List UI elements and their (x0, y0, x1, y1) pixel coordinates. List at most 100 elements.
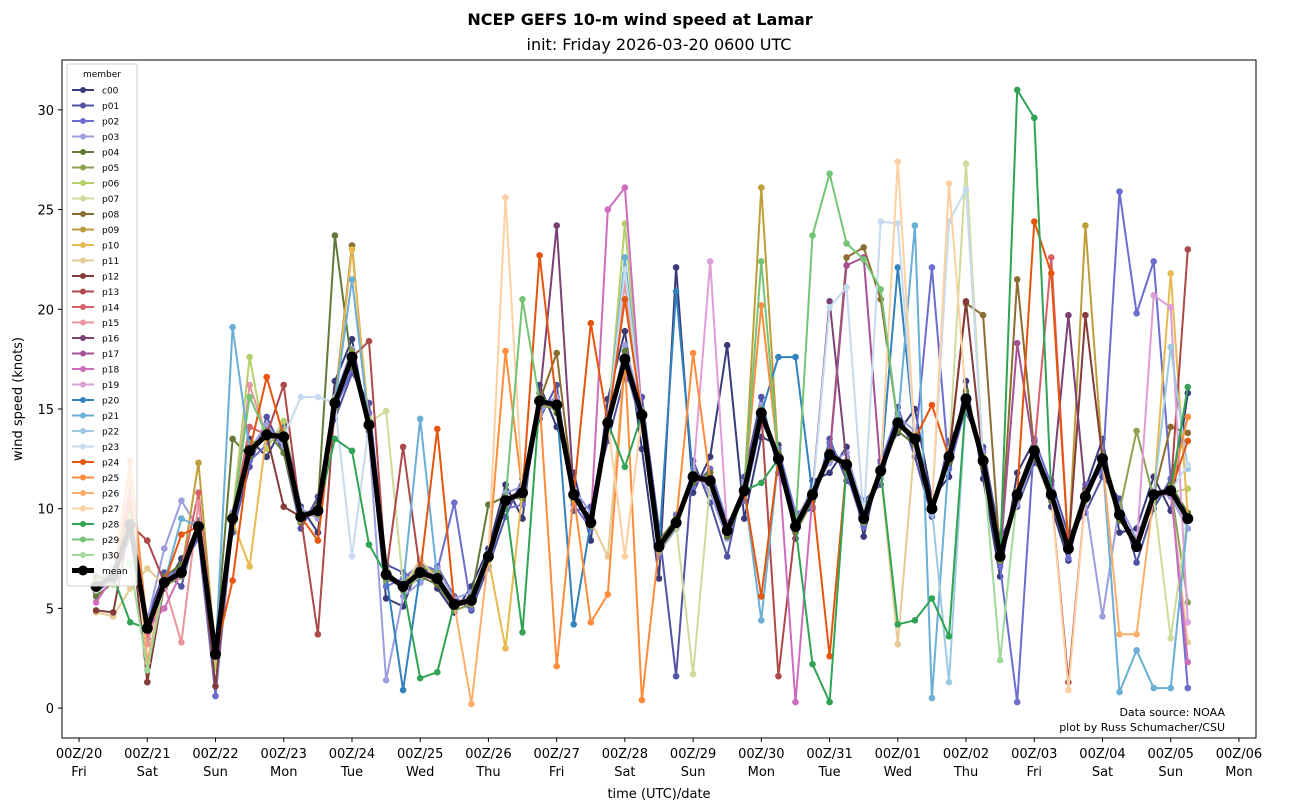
data-point-mean (704, 475, 716, 487)
data-point-p26 (1133, 631, 1140, 638)
data-point-mean (909, 433, 921, 445)
data-point-p10 (502, 645, 509, 652)
legend-item-p21: p21 (72, 412, 119, 422)
legend-marker-p23 (80, 443, 86, 450)
legend-label-p24: p24 (102, 459, 119, 469)
data-point-p05 (1133, 427, 1140, 435)
x-tick-day-label: Sun (681, 765, 706, 780)
data-point-p04 (92, 593, 100, 600)
data-point-p09 (1082, 222, 1089, 229)
legend-label-p10: p10 (102, 242, 119, 252)
legend-marker-p30 (80, 552, 86, 558)
legend-label-p26: p26 (102, 490, 119, 500)
data-point-p27 (894, 158, 902, 165)
legend-label-p03: p03 (102, 133, 119, 143)
data-point-p12 (962, 298, 970, 305)
data-point-p25 (689, 349, 697, 357)
data-point-mean (534, 395, 546, 407)
data-point-p27 (945, 180, 953, 187)
data-point-p29 (860, 256, 867, 263)
legend-item-p16: p16 (72, 335, 119, 345)
data-point-p28 (1031, 114, 1038, 122)
legend-label-p07: p07 (102, 195, 119, 205)
legend-marker-p17 (80, 350, 86, 357)
data-point-p03 (263, 421, 271, 429)
data-point-p17 (843, 262, 850, 269)
legend-label-p12: p12 (102, 273, 119, 283)
data-point-mean (1114, 509, 1125, 521)
x-tick-day-label: Fri (549, 765, 565, 780)
data-point-p23 (1184, 461, 1192, 469)
data-point-p20 (792, 353, 799, 361)
data-point-p30 (144, 666, 151, 674)
x-tick-label: 00Z/01 (875, 747, 921, 762)
data-point-p24 (928, 401, 936, 409)
data-point-mean (994, 551, 1006, 562)
data-point-c00 (348, 335, 356, 343)
data-point-c00 (741, 515, 748, 522)
data-point-p28 (126, 619, 134, 626)
legend-item-c00: c00 (72, 87, 119, 97)
data-point-p21 (928, 694, 936, 702)
data-point-mean (1011, 489, 1023, 501)
data-point-p15 (246, 381, 253, 389)
legend-item-p29: p29 (72, 536, 119, 546)
legend-title: member (83, 70, 121, 80)
data-point-p11 (126, 585, 134, 592)
data-point-p03 (382, 676, 390, 684)
data-point-p07 (1167, 635, 1174, 642)
x-tick-day-label: Mon (1225, 765, 1252, 780)
data-point-mean (585, 517, 597, 529)
y-tick-label: 25 (37, 204, 54, 219)
data-point-p13 (775, 672, 782, 680)
data-point-mean (329, 397, 341, 409)
data-point-mean (1097, 453, 1108, 465)
legend-item-p13: p13 (72, 288, 119, 298)
x-tick-day-label: Fri (1027, 765, 1043, 780)
series-p03 (92, 341, 1192, 684)
data-point-p28 (911, 617, 919, 624)
x-tick-label: 00Z/30 (738, 747, 784, 762)
data-point-p02 (451, 499, 458, 507)
data-point-p16 (826, 298, 833, 305)
data-point-p29 (843, 240, 850, 247)
legend-marker-p22 (80, 428, 86, 434)
legend-label-p13: p13 (102, 288, 119, 298)
x-tick-day-label: Sat (614, 765, 635, 780)
legend-item-p23: p23 (72, 443, 119, 453)
data-source-note: Data source: NOAA (1119, 706, 1225, 719)
data-point-mean (858, 513, 870, 525)
data-point-p28 (519, 629, 526, 636)
x-tick-day-label: Mon (748, 765, 775, 780)
legend-marker-p19 (80, 381, 86, 388)
legend-marker-p28 (80, 521, 86, 527)
legend-item-p04: p04 (72, 149, 119, 159)
data-point-p20 (894, 264, 902, 271)
data-point-p20 (775, 353, 782, 361)
data-point-mean (807, 489, 818, 501)
y-tick-label: 30 (37, 104, 54, 119)
data-point-p01 (723, 553, 731, 560)
legend-item-p09: p09 (72, 226, 119, 236)
data-point-p23 (962, 186, 970, 193)
data-point-mean (824, 449, 836, 461)
x-tick-label: 00Z/22 (192, 747, 238, 762)
data-point-p15 (178, 639, 185, 646)
data-point-p07 (962, 160, 970, 167)
legend-marker-p26 (80, 490, 86, 496)
data-point-p13 (314, 631, 322, 638)
legend-label-p01: p01 (102, 102, 119, 112)
data-point-p29 (758, 258, 765, 265)
data-point-p13 (399, 443, 407, 451)
data-point-p01 (1133, 559, 1140, 566)
legend-marker-mean (78, 565, 88, 576)
data-point-p28 (826, 698, 833, 706)
data-point-p06 (280, 417, 288, 425)
data-point-p19 (1150, 292, 1157, 299)
legend-marker-p25 (80, 474, 86, 481)
data-point-p20 (570, 621, 577, 628)
data-point-mean (1028, 445, 1040, 457)
data-point-mean (790, 521, 801, 533)
data-point-mean (1148, 489, 1160, 501)
legend-label-mean: mean (102, 567, 128, 577)
